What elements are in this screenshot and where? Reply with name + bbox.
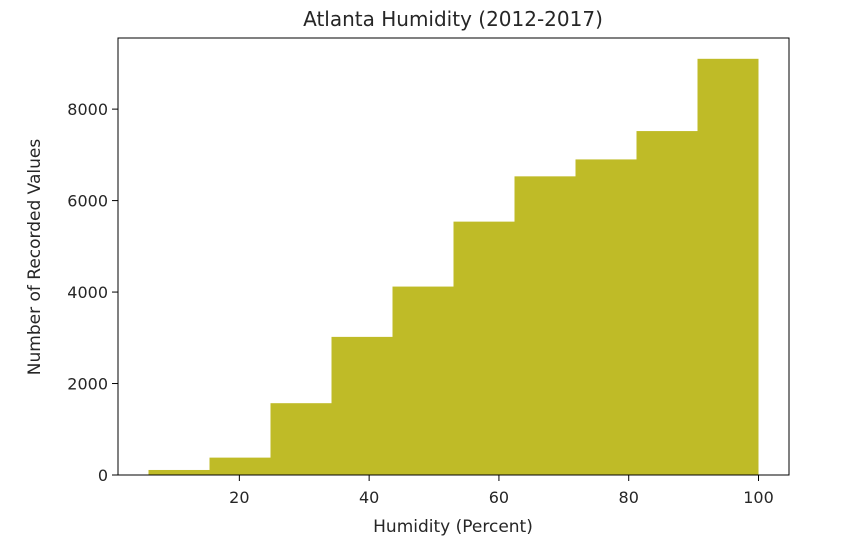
histogram-bar	[331, 336, 393, 475]
x-axis-ticks: 20 40 60 80 100	[229, 475, 774, 507]
plot-frame	[117, 37, 790, 476]
histogram-bar	[697, 58, 759, 476]
x-tick-label: 20	[229, 488, 249, 507]
x-tick-label: 60	[489, 488, 509, 507]
y-axis-label: Number of Recorded Values	[25, 139, 45, 376]
x-tick-label: 100	[743, 488, 774, 507]
y-tick-label: 0	[98, 466, 108, 485]
chart-title: Atlanta Humidity (2012-2017)	[303, 7, 603, 31]
x-tick-label: 80	[619, 488, 639, 507]
y-axis-ticks: 0 2000 4000 6000 8000	[67, 100, 118, 485]
histogram-bar	[392, 286, 454, 475]
histogram-bar	[636, 131, 698, 475]
y-tick-label: 6000	[67, 192, 108, 211]
histogram-bar	[453, 221, 515, 475]
histogram-bar	[270, 403, 332, 475]
histogram-bar	[514, 176, 576, 475]
histogram-bar	[148, 469, 210, 475]
x-axis-label: Humidity (Percent)	[373, 517, 533, 537]
y-tick-label: 4000	[67, 283, 108, 302]
y-tick-label: 8000	[67, 100, 108, 119]
bar-group	[148, 58, 759, 476]
histogram-bar	[209, 457, 271, 475]
x-tick-label: 40	[359, 488, 379, 507]
y-tick-label: 2000	[67, 375, 108, 394]
histogram-bar	[575, 159, 637, 475]
